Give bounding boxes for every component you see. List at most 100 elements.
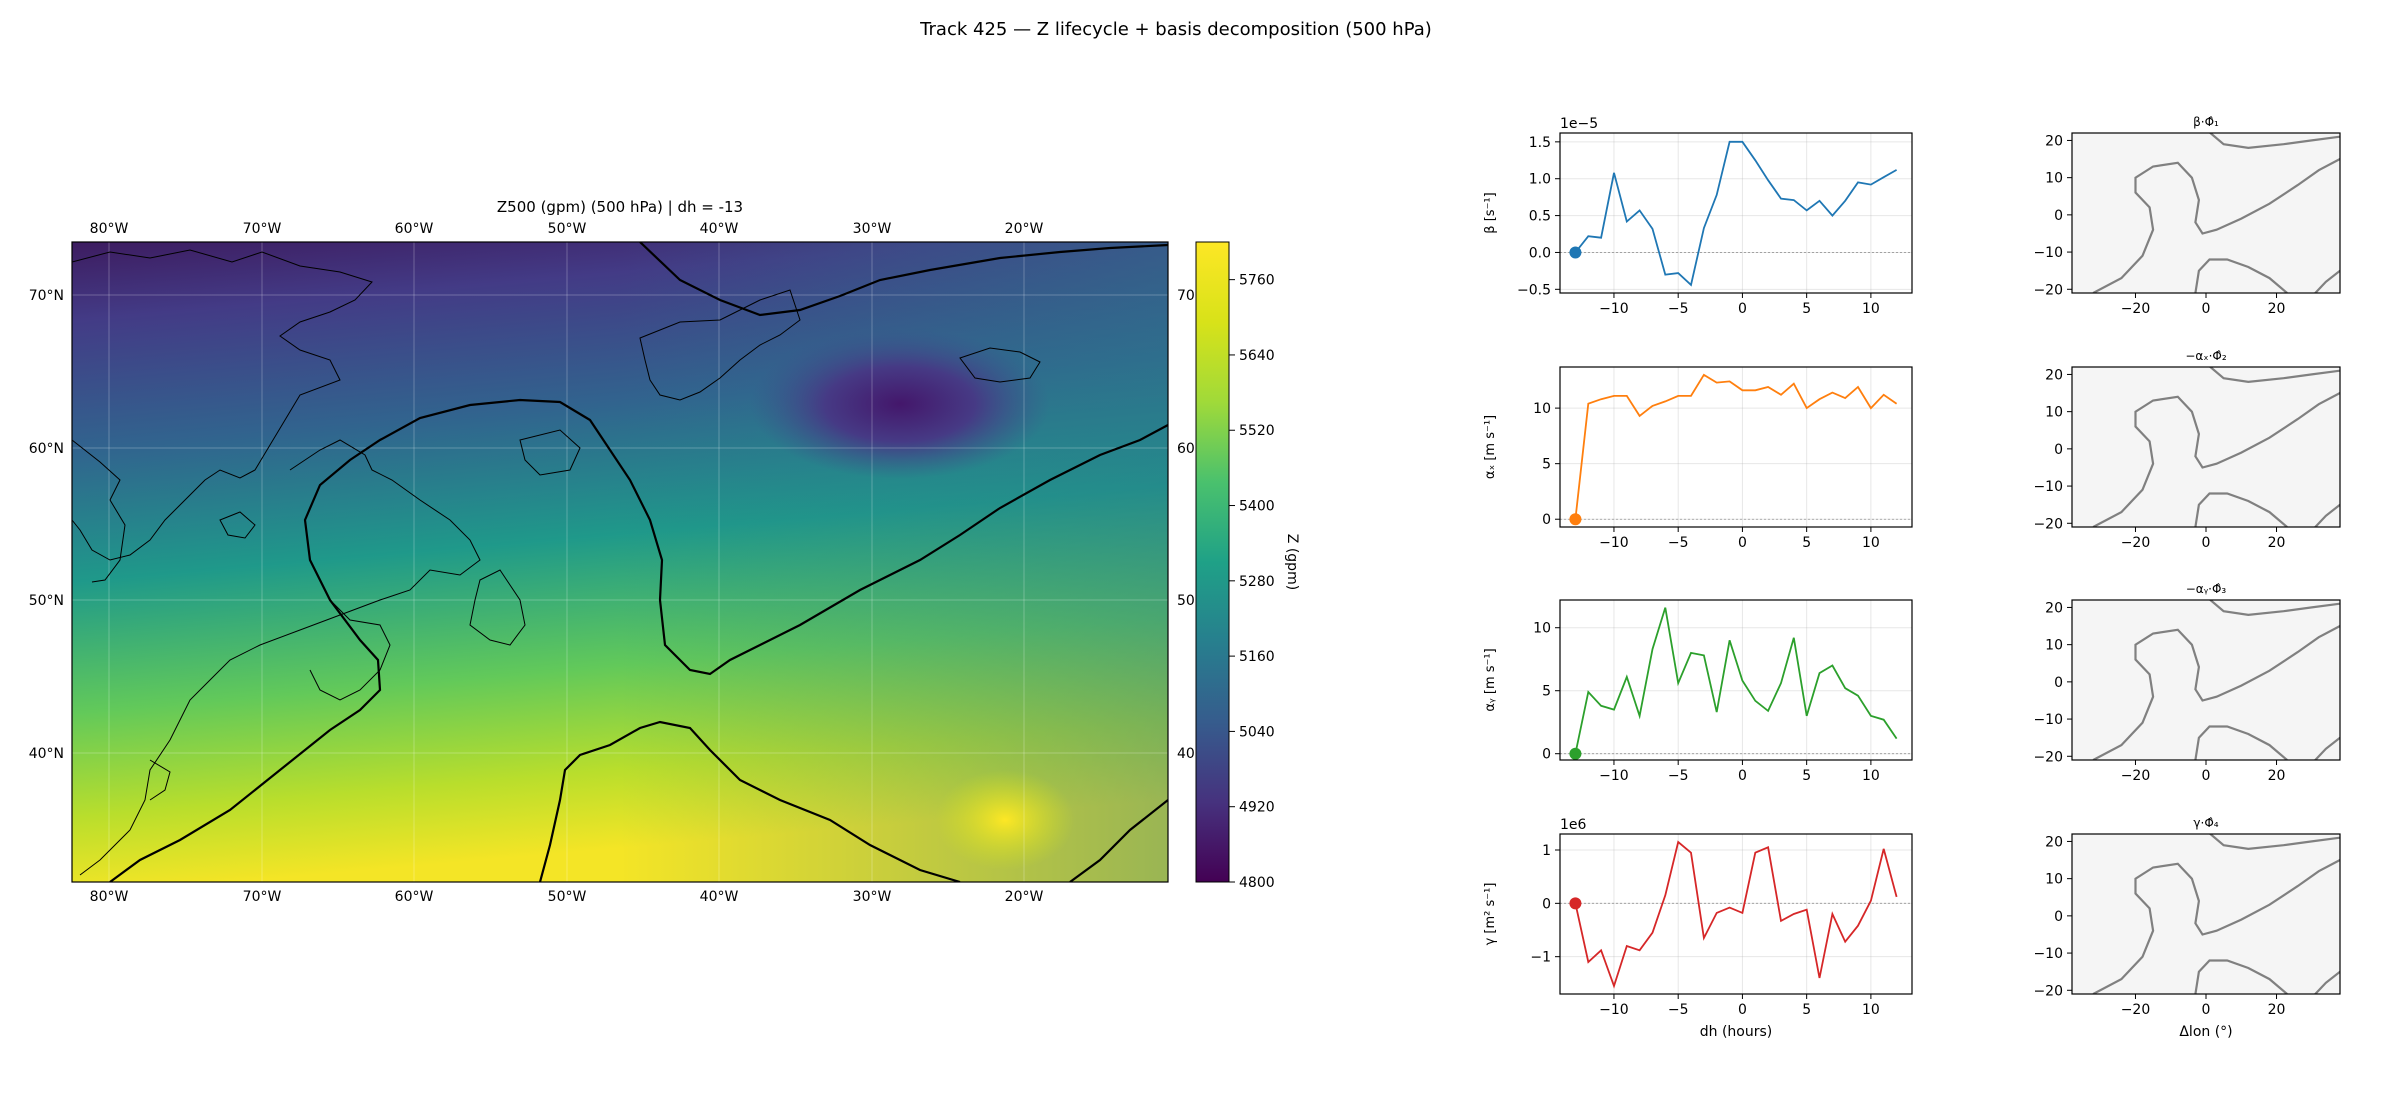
lon-label: 70°W bbox=[243, 889, 282, 905]
basis-panel-2: −20 0 20 20 10 0 −10 −20 −αₓ·Φ̂₂ bbox=[2033, 349, 2341, 551]
coastlines bbox=[72, 249, 1041, 876]
x-tick-label: −20 bbox=[2121, 1002, 2151, 1018]
axes-frame bbox=[1559, 366, 1913, 528]
axes-frame bbox=[1559, 132, 1913, 294]
y-axis-label: γ [m² s⁻¹] bbox=[1483, 883, 1498, 946]
y-tick-label: 10 bbox=[2045, 171, 2063, 187]
basis-contours bbox=[2092, 133, 2340, 293]
basis-contour bbox=[2208, 600, 2340, 617]
x-tick-label: −20 bbox=[2121, 301, 2151, 317]
y-tick-label: 5 bbox=[1542, 457, 1551, 473]
y-tick-label: −1 bbox=[1530, 950, 1551, 966]
y-tick-label: 0.0 bbox=[1529, 245, 1551, 261]
basis-contour bbox=[2208, 834, 2340, 851]
basis-contour bbox=[2313, 503, 2340, 527]
lat-label: 50°N bbox=[29, 593, 64, 609]
current-time-marker bbox=[1569, 897, 1582, 910]
x-tick-label: 0 bbox=[1738, 768, 1747, 784]
x-tick-label: −10 bbox=[1599, 301, 1629, 317]
basis-contour bbox=[2313, 970, 2340, 994]
y-tick-label: 0 bbox=[2054, 442, 2063, 458]
lat-label-right: 40 bbox=[1177, 746, 1195, 762]
colorbar-tick-label: 4920 bbox=[1239, 800, 1275, 816]
basis-contour bbox=[2194, 959, 2288, 994]
map-title: Z500 (gpm) (500 hPa) | dh = -13 bbox=[497, 198, 743, 216]
y-tick-label: 10 bbox=[2045, 872, 2063, 888]
x-tick-label: 10 bbox=[1862, 301, 1880, 317]
timeseries-panels: −10 −5 0 5 101.51.00.50.0−0.51e−5β [s⁻¹]−10−… bbox=[1483, 116, 1913, 1040]
x-tick-label: 0 bbox=[2202, 768, 2211, 784]
basis-contour bbox=[2092, 859, 2340, 994]
series-line-beta bbox=[1574, 140, 1898, 287]
x-tick-label: −10 bbox=[1599, 768, 1629, 784]
timeseries-panel-beta: −10 −5 0 5 10 1.5 1.0 0.5 0.0 −0.5 1e−5 β [s⁻¹] bbox=[1483, 116, 1913, 317]
y-tick-label: −20 bbox=[2033, 282, 2063, 298]
y-tick-label: 0.5 bbox=[1529, 209, 1551, 225]
y-tick-label: −20 bbox=[2033, 749, 2063, 765]
y-axis-label: αᵧ [m s⁻¹] bbox=[1483, 648, 1498, 711]
y-tick-label: 0 bbox=[2054, 909, 2063, 925]
colorbar bbox=[1195, 241, 1230, 883]
x-tick-label: 10 bbox=[1862, 535, 1880, 551]
lon-label: 40°W bbox=[700, 221, 739, 237]
basis-field bbox=[2072, 133, 2340, 293]
x-tick-label: 0 bbox=[2202, 301, 2211, 317]
x-tick-label: −10 bbox=[1599, 1002, 1629, 1018]
basis-panel-title: −αₓ·Φ̂₂ bbox=[2185, 349, 2227, 363]
y-tick-label: 1 bbox=[1542, 843, 1551, 859]
x-tick-label: 20 bbox=[2268, 768, 2286, 784]
y-tick-label: 0 bbox=[1542, 512, 1551, 528]
basis-panel-title: −αᵧ·Φ̂₃ bbox=[2186, 582, 2227, 596]
x-tick-label: 10 bbox=[1862, 768, 1880, 784]
contour-lines bbox=[109, 242, 1168, 882]
lon-label: 70°W bbox=[243, 221, 282, 237]
current-time-marker bbox=[1569, 513, 1582, 526]
basis-field bbox=[2072, 834, 2340, 994]
colorbar-tick-label: 5160 bbox=[1239, 649, 1275, 665]
basis-field bbox=[2072, 367, 2340, 527]
basis-panel-title: β·Φ̂₁ bbox=[2193, 115, 2219, 129]
figure-suptitle: Track 425 — Z lifecycle + basis decompos… bbox=[919, 19, 1432, 40]
y-tick-label: 20 bbox=[2045, 600, 2063, 616]
x-tick-label: −5 bbox=[1668, 301, 1689, 317]
colorbar-tick-label: 5280 bbox=[1239, 574, 1275, 590]
basis-contour bbox=[2313, 269, 2340, 293]
basis-contour bbox=[2092, 392, 2340, 527]
map-lat-labels-left: 70°N 60°N 50°N 40°N bbox=[29, 288, 64, 762]
x-tick-label: 10 bbox=[1862, 1002, 1880, 1018]
basis-contour bbox=[2194, 725, 2288, 760]
colorbar-tick-label: 5520 bbox=[1239, 423, 1275, 439]
y-tick-label: −10 bbox=[2033, 245, 2063, 261]
x-tick-label: 0 bbox=[1738, 301, 1747, 317]
map-panel bbox=[72, 242, 1168, 882]
x-tick-label: −20 bbox=[2121, 768, 2151, 784]
axis-offset-label: 1e−5 bbox=[1560, 116, 1598, 132]
colorbar-ticks: 5760 5640 5520 5400 5280 5160 5040 4920 4800 bbox=[1229, 273, 1275, 891]
y-tick-label: 0 bbox=[2054, 675, 2063, 691]
map-lon-labels-bottom: 80°W 70°W 60°W 50°W 40°W 30°W 20°W bbox=[90, 889, 1044, 905]
y-tick-label: 0 bbox=[1542, 896, 1551, 912]
x-tick-label: 20 bbox=[2268, 301, 2286, 317]
lon-label: 30°W bbox=[853, 889, 892, 905]
basis-contours bbox=[2092, 367, 2340, 527]
series-line-alpha_x bbox=[1574, 373, 1898, 520]
y-tick-label: 10 bbox=[2045, 638, 2063, 654]
lon-label: 40°W bbox=[700, 889, 739, 905]
y-axis-label: αₓ [m s⁻¹] bbox=[1483, 415, 1498, 479]
colorbar-tick-label: 5040 bbox=[1239, 724, 1275, 740]
current-time-marker bbox=[1569, 747, 1582, 760]
x-tick-label: −5 bbox=[1668, 1002, 1689, 1018]
basis-panel-3: −20 0 20 20 10 0 −10 −20 −αᵧ·Φ̂₃ bbox=[2033, 582, 2341, 784]
basis-contour bbox=[2208, 133, 2340, 150]
basis-contours bbox=[2092, 600, 2340, 760]
series-line-alpha_y bbox=[1574, 607, 1898, 754]
map-frame bbox=[71, 241, 1169, 883]
axes-frame bbox=[1559, 833, 1913, 995]
x-tick-label: −20 bbox=[2121, 535, 2151, 551]
basis-field bbox=[2072, 600, 2340, 760]
y-tick-label: −10 bbox=[2033, 946, 2063, 962]
colorbar-tick-label: 5640 bbox=[1239, 348, 1275, 364]
current-time-marker bbox=[1569, 246, 1582, 259]
y-tick-label: −20 bbox=[2033, 983, 2063, 999]
lat-label: 60°N bbox=[29, 441, 64, 457]
